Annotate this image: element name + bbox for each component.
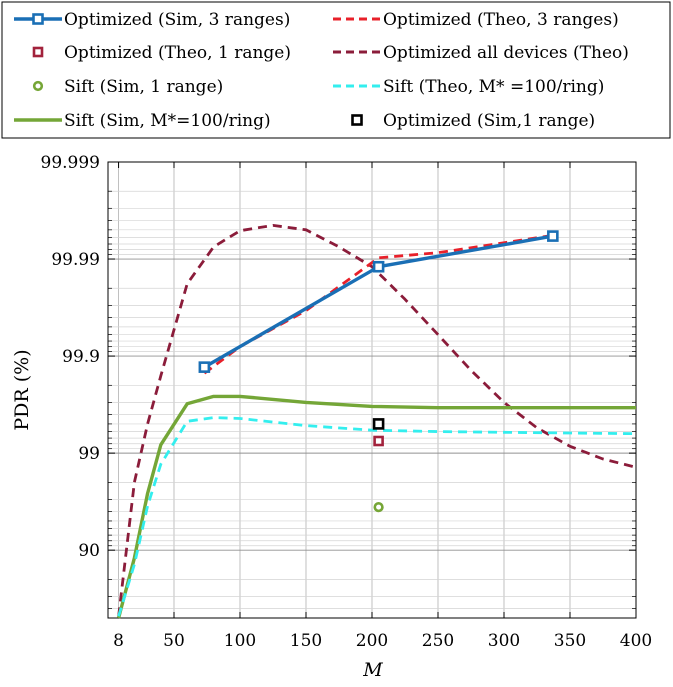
data-point-optimized-sim-1-range bbox=[372, 418, 385, 430]
legend-items: Optimized (Sim, 3 ranges) Optimized (Theo… bbox=[14, 10, 629, 131]
plot-area: 8 50 100 150 200 250 300 350 400 909999.999.9999… bbox=[32, 13, 652, 651]
data-point-optimized-theo-1-range bbox=[373, 435, 384, 447]
legend-swatch-marker bbox=[351, 114, 363, 126]
x-tick-label: 150 bbox=[290, 631, 322, 651]
legend-swatch-marker bbox=[32, 13, 44, 25]
data-point-optimized-sim-3-ranges bbox=[547, 230, 559, 242]
series-layer bbox=[32, 13, 637, 619]
x-tick-label: 100 bbox=[224, 631, 256, 651]
data-point-optimized-sim-3-ranges bbox=[372, 260, 385, 273]
y-tick-label: 99.9 bbox=[62, 347, 100, 367]
legend-label: Optimized all devices (Theo) bbox=[383, 43, 629, 63]
y-tick-label: 99 bbox=[78, 444, 100, 464]
series-line-sift-sim-mstar bbox=[116, 394, 636, 619]
legend-label: Optimized (Sim,1 range) bbox=[383, 111, 595, 131]
y-tick-label: 99.99 bbox=[51, 250, 100, 270]
y-axis: 90 99 99.9 99.99 99.999 bbox=[41, 153, 636, 561]
x-tick-label: 350 bbox=[554, 631, 586, 651]
legend-swatch-marker bbox=[32, 80, 44, 92]
y-tick-label: 90 bbox=[78, 541, 100, 561]
x-axis-label: M bbox=[362, 659, 383, 681]
data-point-optimized-sim-3-ranges bbox=[198, 361, 211, 373]
legend-label: Sift (Theo, M* =100/ring) bbox=[383, 77, 604, 97]
legend-label: Optimized (Theo, 1 range) bbox=[64, 43, 291, 63]
legend-label: Sift (Sim, M*=100/ring) bbox=[64, 111, 271, 131]
series-line-optimized-all-devices-theo bbox=[117, 223, 637, 617]
legend: Optimized (Sim, 3 ranges) Optimized (Theo… bbox=[1, 1, 671, 139]
y-tick-label: 99.999 bbox=[41, 153, 100, 173]
legend-label: Sift (Sim, 1 range) bbox=[64, 77, 223, 97]
data-point-sift-sim-1-range bbox=[373, 502, 384, 513]
legend-box bbox=[1, 1, 671, 139]
legend-swatch-marker bbox=[32, 46, 44, 58]
x-tick-label: 50 bbox=[163, 631, 185, 651]
legend-label: Optimized (Sim, 3 ranges) bbox=[64, 10, 290, 30]
grid-lines bbox=[108, 161, 637, 619]
series-line-sift-theo-mstar bbox=[117, 416, 637, 617]
legend-label: Optimized (Theo, 3 ranges) bbox=[383, 10, 619, 30]
x-tick-label: 400 bbox=[620, 631, 652, 651]
x-tick-label: 250 bbox=[422, 631, 454, 651]
x-tick-label: 300 bbox=[488, 631, 520, 651]
series-line-optimized-theo-3-ranges bbox=[203, 234, 554, 375]
x-tick-label: 8 bbox=[113, 631, 124, 651]
x-tick-label: 200 bbox=[356, 631, 388, 651]
y-axis-label: PDR (%) bbox=[11, 349, 33, 430]
